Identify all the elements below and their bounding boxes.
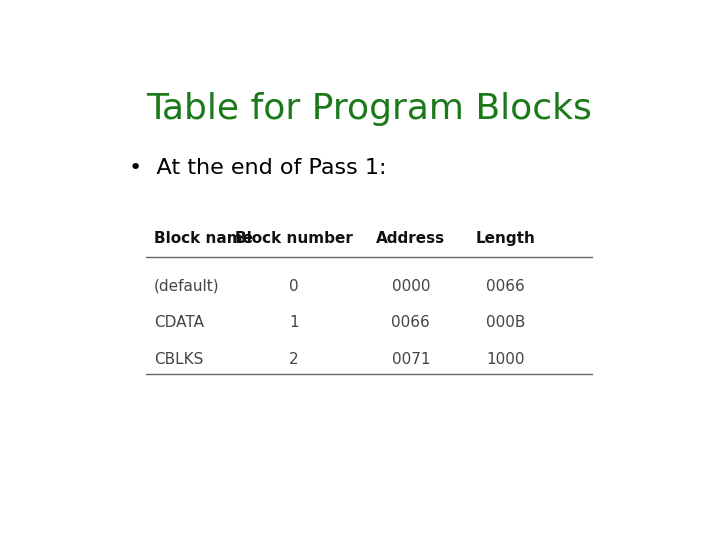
Text: Address: Address	[377, 231, 446, 246]
Text: 0071: 0071	[392, 352, 430, 367]
Text: Block name: Block name	[154, 231, 253, 246]
Text: 0: 0	[289, 279, 299, 294]
Text: CDATA: CDATA	[154, 315, 204, 330]
Text: •  At the end of Pass 1:: • At the end of Pass 1:	[129, 158, 387, 178]
Text: Block number: Block number	[235, 231, 353, 246]
Text: 1000: 1000	[487, 352, 525, 367]
Text: 000B: 000B	[486, 315, 526, 330]
Text: 0000: 0000	[392, 279, 430, 294]
Text: 2: 2	[289, 352, 299, 367]
Text: Length: Length	[476, 231, 536, 246]
Text: CBLKS: CBLKS	[154, 352, 204, 367]
Text: 0066: 0066	[392, 315, 431, 330]
Text: 0066: 0066	[486, 279, 525, 294]
Text: Table for Program Blocks: Table for Program Blocks	[146, 92, 592, 126]
Text: 1: 1	[289, 315, 299, 330]
Text: (default): (default)	[154, 279, 220, 294]
